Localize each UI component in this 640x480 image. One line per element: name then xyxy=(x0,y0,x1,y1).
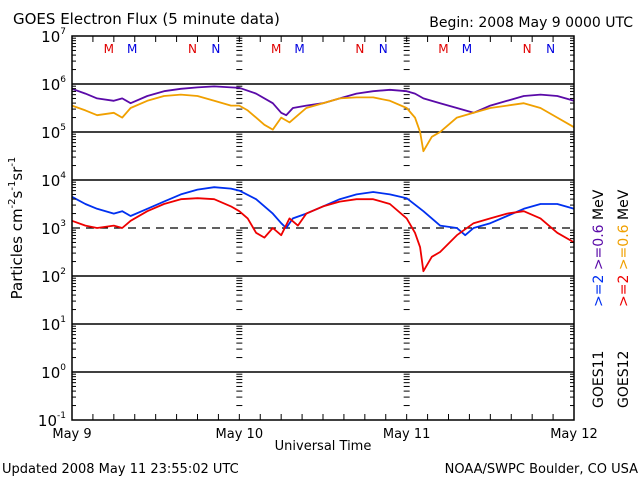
legend-item: MeV xyxy=(616,189,632,224)
y-tick-base: 10 xyxy=(41,28,60,46)
legend-energy-goes11-text: >=2 >=0.6 MeV xyxy=(591,189,607,307)
legend-energy-goes12-text: >=2 >=0.6 MeV xyxy=(616,189,632,307)
marker-M: M xyxy=(462,42,472,56)
legend-energy-goes11: >=2 >=0.6 MeV xyxy=(591,189,607,307)
legend-item: >=2 xyxy=(616,275,632,307)
legend-energy-goes12: >=2 >=0.6 MeV xyxy=(616,189,632,307)
marker-N: N xyxy=(546,42,555,56)
footer-updated: Updated 2008 May 11 23:55:02 UTC xyxy=(2,462,239,477)
legend-item: >=2 xyxy=(591,275,607,307)
y-tick-label: 104 xyxy=(41,171,66,190)
y-axis-label: Particles cm-2s-1sr-1 xyxy=(7,157,26,300)
y-tick-base: 10 xyxy=(41,172,60,190)
series-line xyxy=(71,186,575,237)
y-tick-label: 105 xyxy=(41,123,66,142)
x-tick-labels: May 9 May 10 May 11 May 12 xyxy=(52,427,597,442)
y-label-part: Particles cm xyxy=(8,208,26,299)
marker-M: M xyxy=(438,42,448,56)
marker-M: M xyxy=(271,42,281,56)
y-tick-label: 100 xyxy=(41,363,66,382)
y-tick-exp: 4 xyxy=(60,171,66,181)
series-line xyxy=(71,93,575,153)
footer-source: NOAA/SWPC Boulder, CO USA xyxy=(445,462,638,477)
legend-item: MeV xyxy=(591,189,607,224)
y-tick-label: 10-1 xyxy=(38,411,66,430)
marker-N: N xyxy=(211,42,220,56)
y-tick-base: 10 xyxy=(41,316,60,334)
marker-N: N xyxy=(188,42,197,56)
x-tick-label: May 12 xyxy=(550,427,598,442)
x-tick-label: May 10 xyxy=(216,427,264,442)
y-tick-exp: 3 xyxy=(60,219,66,229)
y-tick-base: 10 xyxy=(41,124,60,142)
y-tick-exp: 0 xyxy=(60,363,66,373)
y-tick-exp: 1 xyxy=(60,315,66,325)
legend-item: >=0.6 xyxy=(616,224,632,274)
legend-item: >=0.6 xyxy=(591,224,607,274)
marker-N: N xyxy=(523,42,532,56)
series-group xyxy=(71,85,575,273)
series-line xyxy=(71,197,575,273)
axis-ticks xyxy=(71,36,575,420)
y-tick-exp: 5 xyxy=(60,123,66,133)
marker-M: M xyxy=(127,42,137,56)
x-axis-label: Universal Time xyxy=(275,439,372,454)
y-tick-base: 10 xyxy=(41,76,60,94)
y-tick-label: 106 xyxy=(41,75,66,94)
marker-M: M xyxy=(294,42,304,56)
marker-M: M xyxy=(104,42,114,56)
y-label-sup: -2 xyxy=(7,198,18,208)
y-tick-label: 102 xyxy=(41,267,66,286)
legend: GOES11 GOES12>=2 >=0.6 MeV>=2 >=0.6 MeV xyxy=(591,189,632,408)
y-tick-exp: 2 xyxy=(60,267,66,277)
y-tick-label: 103 xyxy=(41,219,66,238)
legend-item: GOES11 xyxy=(591,351,607,408)
y-tick-base: 10 xyxy=(41,220,60,238)
y-tick-label: 107 xyxy=(41,27,66,46)
svg-text:Particles cm-2s-1sr-1: Particles cm-2s-1sr-1 xyxy=(7,157,26,300)
y-label-part: sr xyxy=(8,166,26,181)
chart-title: GOES Electron Flux (5 minute data) xyxy=(13,10,280,28)
day-boundary-ticks xyxy=(236,37,410,407)
y-label-part: s xyxy=(8,190,26,198)
gridlines xyxy=(72,83,574,373)
y-tick-base: 10 xyxy=(41,268,60,286)
y-tick-base: 10 xyxy=(38,412,57,430)
y-label-sup: -1 xyxy=(7,181,18,191)
y-tick-exp: 6 xyxy=(60,75,66,85)
x-tick-label: May 9 xyxy=(52,427,91,442)
y-tick-base: 10 xyxy=(41,364,60,382)
marker-N: N xyxy=(379,42,388,56)
y-tick-label: 101 xyxy=(41,315,66,334)
legend-goes12-text: GOES12 xyxy=(616,351,632,408)
y-tick-exp: 7 xyxy=(60,27,66,37)
legend-item: GOES12 xyxy=(616,351,632,408)
begin-label: Begin: 2008 May 9 0000 UTC xyxy=(429,15,633,31)
marker-N: N xyxy=(355,42,364,56)
x-tick-label: May 11 xyxy=(383,427,431,442)
y-tick-exp: -1 xyxy=(57,411,66,421)
legend-goes11: GOES11 xyxy=(591,351,607,408)
y-label-sup: -1 xyxy=(7,157,18,167)
legend-goes11-text: GOES11 xyxy=(591,351,607,408)
legend-goes12: GOES12 xyxy=(616,351,632,408)
